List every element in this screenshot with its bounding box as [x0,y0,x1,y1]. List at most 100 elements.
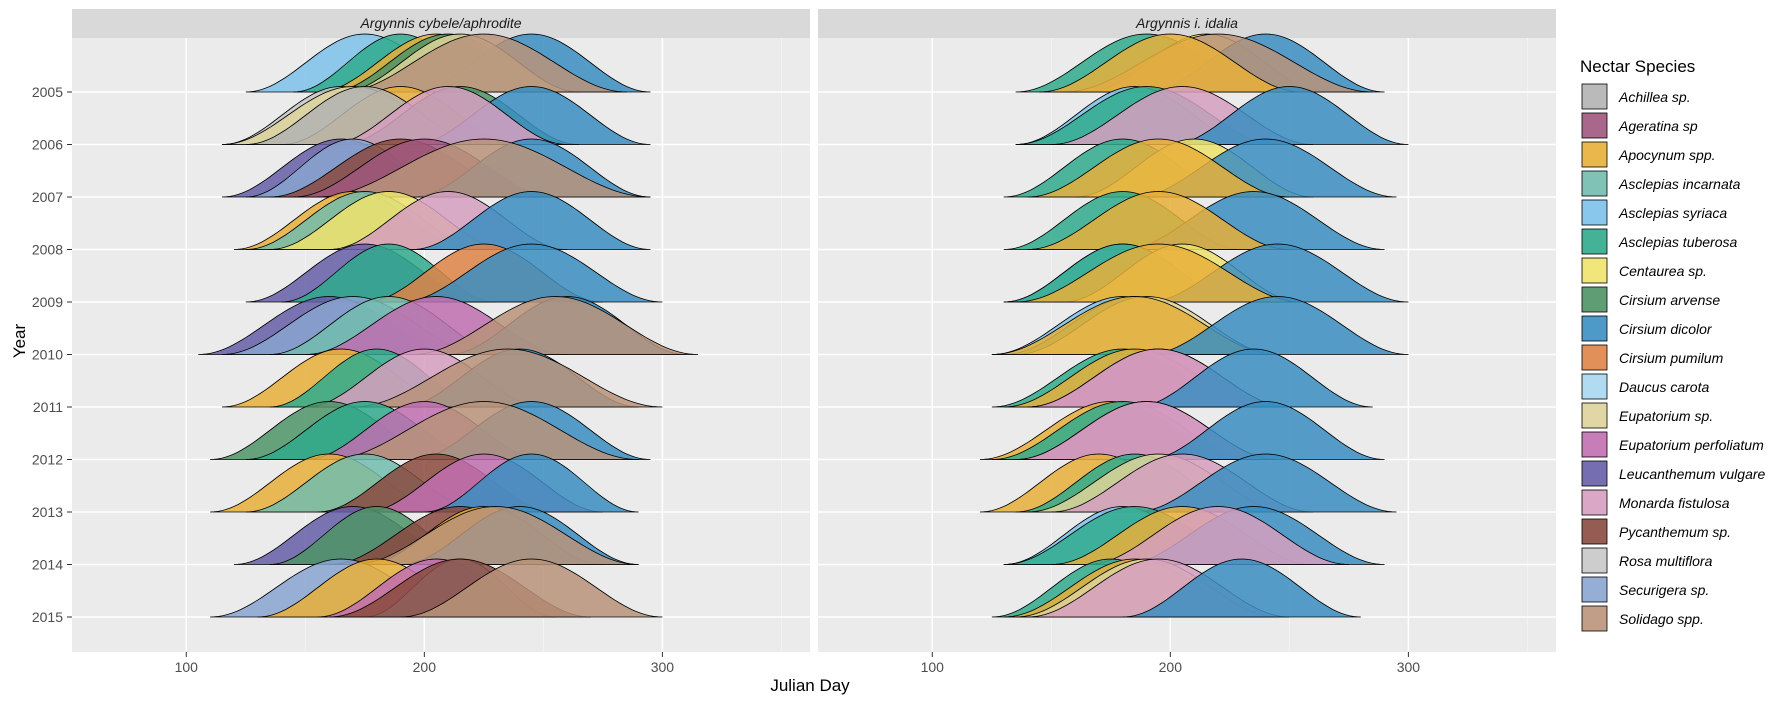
legend-label: Asclepias incarnata [1618,176,1741,192]
legend-swatch [1581,373,1608,400]
legend-label: Leucanthemum vulgare [1619,466,1766,482]
ridge-apo-2009 [1015,243,1302,303]
legend-title: Nectar Species [1580,57,1695,76]
panel-strip-title: Argynnis i. idalia [1135,15,1238,31]
ridge-cdi-2008 [412,191,651,250]
legend-label: Solidago spp. [1619,611,1704,627]
panel-1: Argynnis cybele/aphrodite 100 200 300 [72,9,810,675]
legend-item: Eupatorium perfoliatum [1581,431,1764,458]
panel-strip [818,9,1556,38]
y-tick-label: 2006 [32,137,63,153]
legend-label: Centaurea sp. [1619,263,1707,279]
legend-item: Ageratina sp [1581,112,1698,139]
legend-swatch [1581,286,1608,313]
y-tick-label: 2008 [32,242,63,258]
ridge-sol-2010 [412,296,699,355]
ridge-cdi-2013 [424,453,639,513]
ridge-mon-2006 [329,86,568,145]
legend-label: Cirsium pumilum [1619,350,1724,366]
legend-item: Centaurea sp. [1581,257,1707,284]
ridge-cdi-2011 [1134,348,1373,408]
legend-swatch [1581,315,1608,342]
legend-item: Rosa multiflora [1581,547,1713,574]
y-tick-label: 2009 [32,294,63,310]
legend-swatch [1581,344,1608,371]
legend-item: Leucanthemum vulgare [1581,460,1766,487]
ridge-sol-2011 [352,348,663,408]
ridge-sol-2005 [340,33,627,93]
legend-label: Pycanthemum sp. [1619,524,1731,540]
legend-label: Asclepias syriaca [1618,205,1727,221]
legend-label: Achillea sp. [1618,89,1691,105]
legend-item: Pycanthemum sp. [1581,518,1731,545]
ridge-sol-2015 [400,558,663,618]
y-tick-label: 2012 [32,452,63,468]
ridge-cdi-2010 [1146,296,1409,355]
ridge-mon-2014 [1086,506,1349,565]
ridge-sol-2012 [329,401,639,460]
legend-item: Achillea sp. [1581,83,1691,110]
legend-swatch [1581,141,1608,168]
legend-item: Apocynum spp. [1581,141,1716,168]
x-tick-label: 300 [651,659,675,675]
ridge-cdi-2013 [1134,453,1397,513]
y-tick-label: 2014 [32,557,63,573]
x-tick-label: 300 [1397,659,1421,675]
legend-swatch [1581,547,1608,574]
legend-item: Monarda fistulosa [1581,489,1730,516]
legend-swatch [1581,518,1608,545]
legend-swatch [1581,460,1608,487]
ridge-apo-2005 [1039,33,1302,93]
legend-item: Solidago spp. [1581,605,1704,632]
panel-strip-title: Argynnis cybele/aphrodite [359,15,521,31]
panel-2: Argynnis i. idalia 100 200 300 [818,9,1556,675]
legend-item: Eupatorium sp. [1581,402,1713,429]
legend-swatch [1581,199,1608,226]
legend-item: Asclepias tuberosa [1581,228,1738,255]
ridge-apo-2007 [1027,138,1290,198]
legend-label: Eupatorium sp. [1619,408,1713,424]
y-tick-label: 2007 [32,189,63,205]
legend-item: Asclepias syriaca [1581,199,1727,226]
legend-label: Ageratina sp [1618,118,1698,134]
legend-label: Apocynum spp. [1618,147,1716,163]
legend-label: Daucus carota [1619,379,1709,395]
legend-swatch [1581,402,1608,429]
legend-swatch [1581,83,1608,110]
legend-label: Cirsium arvense [1619,292,1720,308]
legend-item: Asclepias incarnata [1581,170,1741,197]
legend-swatch [1581,228,1608,255]
legend-label: Rosa multiflora [1619,553,1713,569]
ridge-cdi-2012 [1146,401,1385,460]
ridge-apo-2008 [1027,191,1290,250]
legend-item: Cirsium dicolor [1581,315,1713,342]
y-tick-label: 2015 [32,609,63,625]
ridge-sol-2014 [352,506,639,565]
panel-strip [72,9,810,38]
ridge-cdi-2015 [1122,558,1361,618]
legend-swatch [1581,576,1608,603]
ridge-cdi-2009 [400,243,663,303]
legend-swatch [1581,489,1608,516]
legend-swatch [1581,112,1608,139]
x-tick-label: 200 [413,659,437,675]
legend-label: Monarda fistulosa [1619,495,1730,511]
legend-label: Asclepias tuberosa [1618,234,1738,250]
legend-swatch [1581,605,1608,632]
x-axis-title: Julian Day [770,676,850,695]
legend: Achillea sp. Ageratina sp Apocynum spp. Asc… [1581,83,1766,632]
y-tick-label: 2010 [32,347,63,363]
legend-label: Securigera sp. [1619,582,1709,598]
legend-item: Securigera sp. [1581,576,1709,603]
y-axis: 2005 2006 2007 2008 2009 2010 2011 2012 2013 2014… [32,84,72,625]
legend-item: Cirsium arvense [1581,286,1720,313]
x-tick-label: 100 [175,659,199,675]
legend-item: Cirsium pumilum [1581,344,1724,371]
x-tick-label: 100 [921,659,945,675]
y-tick-label: 2005 [32,84,63,100]
legend-swatch [1581,257,1608,284]
legend-swatch [1581,170,1608,197]
y-tick-label: 2013 [32,504,63,520]
